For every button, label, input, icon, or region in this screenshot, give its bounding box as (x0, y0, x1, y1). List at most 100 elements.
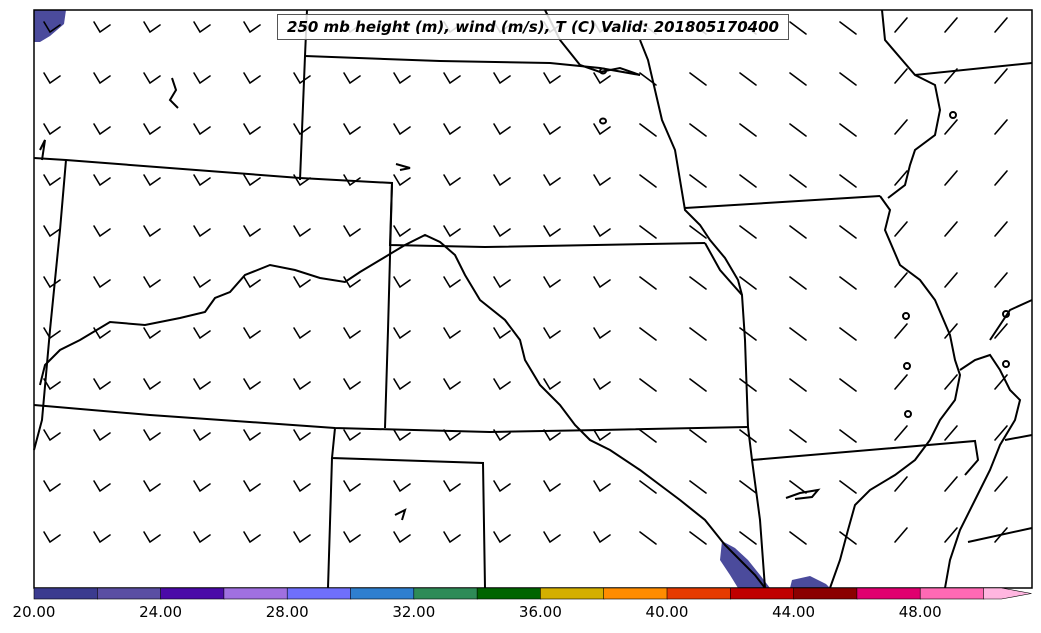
wind-barb (593, 276, 611, 289)
wind-barb (593, 225, 611, 238)
wind-barb (493, 429, 511, 442)
colorbar-tick-label: 32.00 (392, 603, 436, 621)
wind-barb (243, 276, 261, 289)
wind-barb (944, 527, 958, 543)
wind-barb (93, 72, 111, 85)
wind-barb (493, 327, 511, 340)
wind-barb (639, 429, 657, 443)
wind-barb (739, 378, 757, 392)
wind-barb (93, 429, 111, 442)
wind-barb (739, 480, 757, 494)
wind-barb (293, 225, 311, 238)
wind-barb (944, 17, 958, 33)
wind-barb (839, 378, 857, 392)
wind-barb (894, 476, 908, 492)
wind-barb (894, 272, 908, 288)
wind-barb (293, 276, 311, 289)
wind-barb (944, 476, 958, 492)
wind-barb (543, 174, 561, 187)
wind-barb (639, 174, 657, 188)
wind-barb (543, 276, 561, 289)
wind-barb (944, 68, 958, 84)
colorbar-swatch (33, 587, 99, 600)
wind-barb (994, 527, 1008, 543)
wind-barb (443, 378, 461, 391)
wind-barb (193, 276, 211, 289)
wind-barb (43, 225, 61, 238)
wind-barb (994, 68, 1008, 84)
wind-barb (789, 429, 807, 443)
wind-barb (739, 531, 757, 545)
wind-barb (43, 378, 61, 391)
wind-barb (243, 378, 261, 391)
wind-barb (593, 429, 611, 442)
wind-barb (293, 429, 311, 442)
wind-barb (143, 378, 161, 391)
wind-barb (894, 221, 908, 237)
wind-barb (994, 119, 1008, 135)
wind-barb (343, 225, 361, 238)
wind-barb (639, 225, 657, 239)
wind-barb (143, 72, 161, 85)
wind-barb (393, 123, 411, 136)
colorbar-swatch (350, 587, 415, 600)
wind-barb (739, 225, 757, 239)
wind-barb (639, 378, 657, 392)
wind-barb (493, 174, 511, 187)
wind-barb (193, 174, 211, 187)
wind-barb (93, 327, 111, 340)
wind-barb (193, 480, 211, 493)
wind-barb (393, 276, 411, 289)
wind-barb (994, 17, 1008, 33)
wind-barb (143, 327, 161, 340)
wind-barb (43, 531, 61, 544)
wind-barb (543, 480, 561, 493)
wind-barb (443, 174, 461, 187)
wind-barb (243, 21, 261, 34)
colorbar-swatch (160, 587, 225, 600)
wind-barb (443, 327, 461, 340)
colorbar-swatch (856, 587, 922, 600)
wind-barb (343, 174, 361, 187)
wind-barb (789, 225, 807, 239)
wind-barb (593, 72, 611, 85)
wind-barb (894, 527, 908, 543)
wind-barb (739, 174, 757, 188)
wind-barb (593, 327, 611, 340)
wind-barb (839, 531, 857, 545)
wind-barb (293, 327, 311, 340)
wind-barb (243, 174, 261, 187)
wind-barb (543, 378, 561, 391)
wind-barb (93, 174, 111, 187)
wind-barb (789, 378, 807, 392)
wind-barb (839, 72, 857, 86)
wind-barb (243, 480, 261, 493)
wind-barb (994, 170, 1008, 186)
wind-barb (839, 123, 857, 137)
wind-barb (193, 429, 211, 442)
wind-barb (689, 480, 707, 494)
colorbar-tick-label: 40.00 (645, 603, 689, 621)
wind-barb (839, 480, 857, 494)
wind-barb (689, 174, 707, 188)
wind-barb (689, 429, 707, 443)
wind-barb (739, 276, 757, 290)
wind-barb (994, 323, 1008, 339)
wind-barb (443, 225, 461, 238)
wind-barb (293, 480, 311, 493)
wind-barb (543, 429, 561, 442)
wind-barb (639, 531, 657, 545)
wind-barb (243, 429, 261, 442)
wind-barb (789, 72, 807, 86)
colorbar-swatch (540, 587, 605, 600)
wind-barb (839, 429, 857, 443)
colorbar-swatch (729, 587, 795, 600)
wind-barb (639, 123, 657, 137)
colorbar-swatch (286, 587, 352, 600)
wind-barb (789, 480, 807, 494)
wind-barb (143, 531, 161, 544)
wind-barb (443, 531, 461, 544)
wind-barb (443, 123, 461, 136)
colorbar-tick-label: 36.00 (518, 603, 562, 621)
